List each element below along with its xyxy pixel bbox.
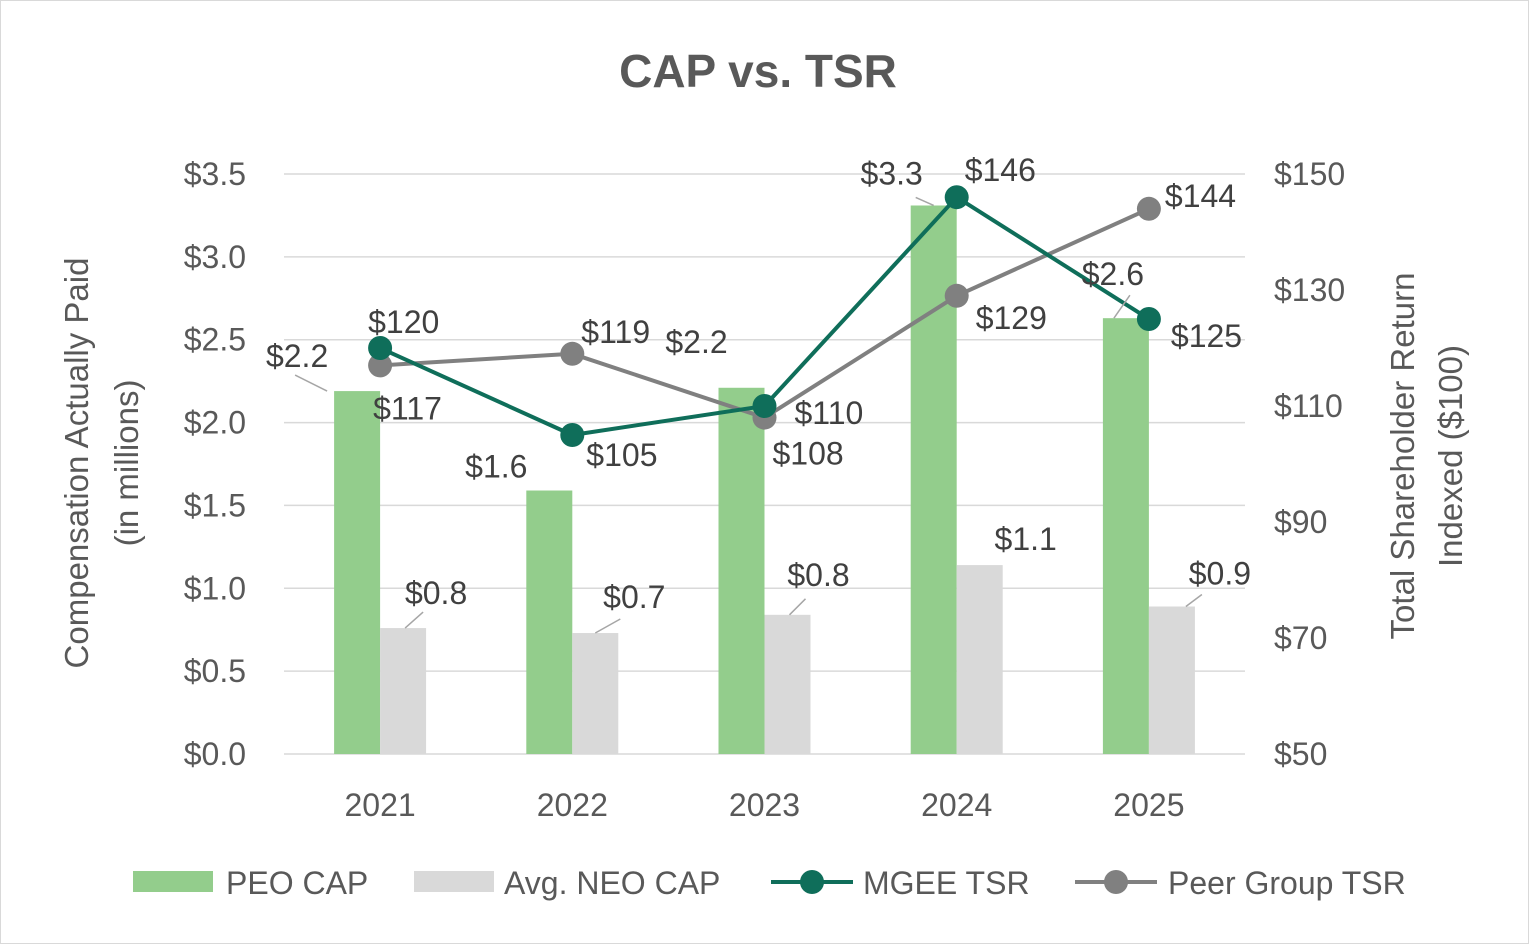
data-label-peo-cap: $2.2 — [665, 324, 727, 360]
data-label-leader-avg-neo-cap — [404, 611, 424, 629]
bar-avg-neo-cap — [956, 565, 1003, 754]
bar-avg-neo-cap — [764, 614, 811, 754]
bar-peo-cap — [1102, 318, 1149, 754]
data-label-avg-neo-cap: $0.8 — [405, 575, 467, 611]
y-right-tick-label: $90 — [1274, 504, 1327, 540]
legend-label-peer-group-tsr: Peer Group TSR — [1168, 865, 1406, 901]
x-tick-label: 2022 — [537, 787, 608, 823]
marker-mgee-tsr — [1136, 307, 1161, 331]
bar-peo-cap — [526, 490, 573, 754]
y-left-tick-label: $3.0 — [184, 239, 246, 275]
legend-label-peo-cap: PEO CAP — [226, 865, 368, 901]
data-label-avg-neo-cap: $0.8 — [787, 557, 849, 593]
data-label-leader-peo-cap — [1113, 294, 1131, 319]
data-label-peo-cap: $2.6 — [1082, 256, 1144, 292]
x-tick-label: 2021 — [345, 787, 416, 823]
data-label-mgee-tsr: $125 — [1171, 318, 1242, 354]
data-label-mgee-tsr: $105 — [586, 437, 657, 473]
data-label-leader-peo-cap — [915, 196, 935, 207]
legend: PEO CAP Avg. NEO CAP MGEE TSR Peer Group… — [133, 865, 1406, 901]
data-labels: $2.2 $1.6 $2.2 $3.3 $2.6 $0.8 $0.7 $0.8 $1.1 $0.9… — [266, 152, 1251, 634]
y-right-tick-label: $50 — [1274, 736, 1327, 772]
bar-avg-neo-cap — [572, 633, 619, 754]
bars-layer — [334, 205, 1195, 754]
data-label-avg-neo-cap: $0.9 — [1189, 556, 1251, 592]
data-label-peer-group-tsr: $117 — [373, 390, 442, 426]
bar-peo-cap — [718, 387, 765, 754]
y-left-tick-label: $2.5 — [184, 322, 246, 358]
y-left-tick-label: $1.5 — [184, 487, 246, 523]
data-label-peo-cap: $2.2 — [266, 338, 328, 374]
data-label-peer-group-tsr: $108 — [773, 436, 844, 472]
legend-swatch-peo-cap — [133, 871, 213, 892]
data-label-peo-cap: $3.3 — [861, 155, 923, 191]
legend-label-avg-neo-cap: Avg. NEO CAP — [504, 865, 720, 901]
legend-label-mgee-tsr: MGEE TSR — [863, 865, 1030, 901]
data-label-peer-group-tsr: $144 — [1165, 178, 1236, 214]
y-right-tick-label: $110 — [1274, 388, 1343, 424]
legend-marker-mgee-tsr — [800, 870, 824, 894]
y-right-axis-title-line1: Total Shareholder Return — [1384, 273, 1421, 640]
marker-mgee-tsr — [752, 394, 777, 418]
data-label-mgee-tsr: $146 — [965, 152, 1036, 188]
marker-peer-group-tsr — [368, 353, 393, 378]
y-left-axis-title-line1: Compensation Actually Paid — [58, 258, 95, 669]
data-label-peer-group-tsr: $119 — [581, 314, 650, 350]
y-left-axis-title-line2: (in millions) — [108, 380, 145, 547]
data-label-avg-neo-cap: $1.1 — [995, 521, 1057, 557]
y-left-tick-label: $2.0 — [184, 405, 246, 441]
data-label-leader-avg-neo-cap — [788, 598, 807, 616]
bar-peo-cap — [334, 391, 381, 754]
marker-peer-group-tsr — [944, 283, 969, 308]
marker-mgee-tsr — [944, 185, 969, 210]
x-tick-label: 2024 — [921, 787, 992, 823]
y-left-tick-label: $0.5 — [184, 653, 246, 689]
y-right-tick-label: $130 — [1274, 272, 1345, 308]
data-label-leader-avg-neo-cap — [1185, 593, 1203, 608]
data-label-peo-cap: $1.6 — [465, 449, 527, 485]
chart-title: CAP vs. TSR — [619, 45, 897, 97]
x-tick-label: 2025 — [1113, 787, 1184, 823]
lines-layer — [368, 185, 1161, 447]
y-left-tick-label: $3.5 — [184, 156, 246, 192]
y-right-axis-title-line2: Indexed ($100) — [1432, 345, 1469, 567]
marker-peer-group-tsr — [1136, 196, 1161, 221]
y-right-tick-label: $70 — [1274, 620, 1327, 656]
y-right-tick-label: $150 — [1274, 156, 1345, 192]
y-left-tick-label: $0.0 — [184, 736, 246, 772]
axis-ticks: $0.0 $0.5 $1.0 $1.5 $2.0 $2.5 $3.0 $3.5 $50 $70 $9… — [184, 156, 1345, 823]
x-tick-label: 2023 — [729, 787, 800, 823]
data-label-mgee-tsr: $110 — [795, 395, 864, 431]
data-label-peer-group-tsr: $129 — [976, 300, 1047, 336]
legend-swatch-avg-neo-cap — [414, 871, 494, 892]
data-label-avg-neo-cap: $0.7 — [603, 579, 665, 615]
marker-mgee-tsr — [560, 423, 585, 447]
data-label-leader-avg-neo-cap — [594, 618, 621, 634]
legend-marker-peer-group-tsr — [1104, 870, 1128, 894]
data-label-leader-peo-cap — [294, 374, 328, 392]
y-left-tick-label: $1.0 — [184, 570, 246, 606]
marker-peer-group-tsr — [560, 341, 585, 366]
marker-mgee-tsr — [368, 336, 393, 360]
data-label-mgee-tsr: $120 — [368, 304, 439, 340]
bar-avg-neo-cap — [1148, 606, 1195, 754]
bar-avg-neo-cap — [380, 628, 427, 754]
